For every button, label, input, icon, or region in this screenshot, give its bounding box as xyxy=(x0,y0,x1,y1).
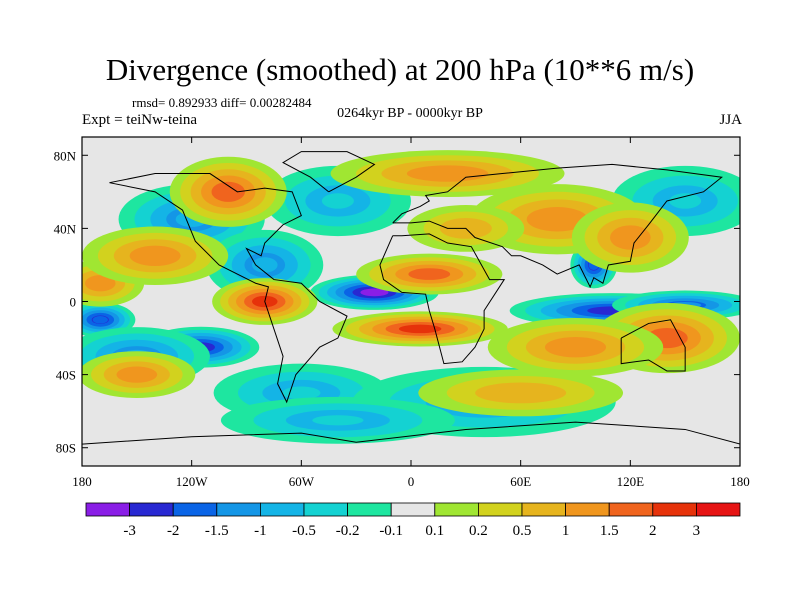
colorbar-label: -0.5 xyxy=(292,523,316,539)
contour-core xyxy=(669,193,702,209)
colorbar-swatch xyxy=(216,502,261,517)
contour-core xyxy=(90,278,110,289)
contour-core xyxy=(413,269,446,279)
colorbar-swatch xyxy=(259,502,305,517)
colorbar-swatch xyxy=(390,502,436,517)
contour-core xyxy=(498,387,544,399)
contour-core xyxy=(321,193,354,209)
colorbar-swatch xyxy=(608,502,654,517)
colorbar-label: -1.5 xyxy=(205,523,229,539)
colorbar-label: 3 xyxy=(693,523,701,539)
anomaly-neg-12 xyxy=(220,396,455,444)
contour-core xyxy=(360,288,389,297)
y-tick-label: 40S xyxy=(56,368,76,383)
contour-core xyxy=(139,249,172,263)
colorbar-swatch xyxy=(652,502,697,517)
colorbar-label: 0.1 xyxy=(425,523,444,539)
x-tick-label: 60E xyxy=(510,474,531,489)
colorbar-label: 0.5 xyxy=(513,523,532,539)
coastline-5 xyxy=(82,421,740,445)
contour-core xyxy=(124,369,150,380)
colorbar-label: 1.5 xyxy=(600,523,619,539)
contour-core xyxy=(617,229,644,246)
coastline-3 xyxy=(620,319,686,372)
contour-core xyxy=(215,184,242,200)
anomaly-pos-16 xyxy=(332,311,508,347)
colorbar-label: 1 xyxy=(562,523,570,539)
anomaly-pos-14 xyxy=(212,278,318,325)
contour-core xyxy=(421,168,474,179)
colorbar-swatch xyxy=(521,502,566,517)
x-tick-label: 180 xyxy=(72,474,92,489)
experiment-label: Expt = teiNw-teina xyxy=(82,112,198,128)
anomaly-pos-15 xyxy=(356,253,503,295)
y-tick-label: 40N xyxy=(54,221,77,236)
colorbar-swatch xyxy=(565,502,610,517)
colorbar-swatch xyxy=(696,502,741,517)
contour-core xyxy=(251,257,278,273)
contour-core xyxy=(400,325,440,333)
anomaly-pos-23 xyxy=(571,202,689,273)
x-tick-label: 120E xyxy=(617,474,645,489)
period-label: 0264kyr BP - 0000kyr BP xyxy=(337,106,483,121)
contour-core xyxy=(538,211,577,227)
colorbar-swatch xyxy=(172,502,218,517)
contour-core xyxy=(556,340,595,354)
coastline-2 xyxy=(392,163,723,289)
colorbar-label: -0.2 xyxy=(336,523,360,539)
coastlines xyxy=(82,151,740,445)
coastline-1 xyxy=(379,233,506,365)
colorbar-label: -2 xyxy=(167,523,180,539)
colorbar-label: -3 xyxy=(123,523,136,539)
x-tick-label: 120W xyxy=(176,474,209,489)
coastline-4 xyxy=(282,151,376,193)
chart-title: Divergence (smoothed) at 200 hPa (10**6 … xyxy=(105,52,695,87)
colorbar-label: 2 xyxy=(649,523,657,539)
season-label: JJA xyxy=(719,112,742,128)
x-tick-label: 60W xyxy=(289,474,315,489)
colorbar-swatch xyxy=(347,502,392,517)
y-tick-label: 80N xyxy=(54,148,77,163)
x-tick-label: 180 xyxy=(730,474,750,489)
colorbar-swatch xyxy=(303,502,348,517)
y-tick-label: 80S xyxy=(56,441,76,456)
x-tick-label: 0 xyxy=(408,474,415,489)
colorbar-swatch xyxy=(434,502,479,517)
colorbar-label: -0.1 xyxy=(379,523,403,539)
contour-core xyxy=(312,415,364,426)
anomaly-pos-21 xyxy=(169,156,287,227)
colorbar: -3 -2 -1.5 -1 -0.5 -0.2 -0.1 0.1 0.2 0.5 1 1.5 2 3 xyxy=(85,502,741,539)
field-layer xyxy=(82,137,740,466)
colorbar-swatch xyxy=(129,502,174,517)
colorbar-label: 0.2 xyxy=(469,523,488,539)
anomaly-pos-20 xyxy=(82,226,229,286)
contour-core xyxy=(282,386,321,400)
axis-ticks: 180 120W 60W 0 60E 120E 180 80N 40N 0 40S 80S xyxy=(54,137,750,489)
colorbar-swatch xyxy=(85,502,130,517)
y-tick-label: 0 xyxy=(70,295,77,310)
anomaly-pos-27 xyxy=(418,369,624,417)
anomaly-pos-25 xyxy=(82,351,196,398)
rmsd-stats: rmsd= 0.892933 diff= 0.00282484 xyxy=(132,95,312,110)
anomaly-pos-18 xyxy=(487,317,664,377)
coastline-0 xyxy=(109,173,348,404)
colorbar-label: -1 xyxy=(254,523,267,539)
colorbar-swatch xyxy=(477,502,523,517)
contour-core xyxy=(92,315,108,324)
anomaly-pos-24 xyxy=(330,150,565,197)
